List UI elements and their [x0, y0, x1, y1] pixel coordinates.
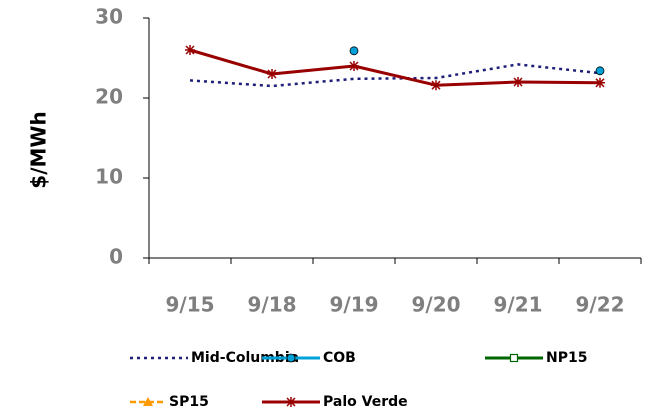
x-tick-label: 9/19	[329, 293, 378, 317]
marker	[595, 66, 605, 76]
x-tick-label: 9/22	[575, 293, 624, 317]
marker	[509, 353, 519, 363]
legend-label: NP15	[546, 350, 587, 366]
marker-shape	[185, 45, 195, 55]
marker	[595, 77, 605, 88]
x-tick-label: 9/18	[247, 293, 296, 317]
y-axis-label: $/MWh	[27, 111, 51, 188]
marker-shape	[286, 397, 296, 407]
marker	[286, 397, 296, 407]
marker-shape	[513, 77, 523, 87]
y-tick-label: 30	[95, 5, 123, 29]
y-tick-label: 10	[95, 165, 123, 189]
marker	[431, 80, 441, 91]
y-tick-label: 0	[109, 245, 123, 269]
marker	[267, 69, 277, 79]
marker	[143, 397, 153, 406]
marker	[185, 45, 195, 55]
marker-shape	[595, 77, 605, 88]
marker-shape	[595, 66, 605, 76]
series-line	[189, 63, 601, 88]
x-tick-label: 9/15	[165, 293, 214, 317]
marker-shape	[286, 353, 296, 363]
marker-shape	[431, 80, 441, 91]
marker-shape	[143, 397, 153, 406]
marker-shape	[349, 61, 359, 71]
legend-label: Palo Verde	[323, 394, 408, 410]
marker-shape	[509, 353, 519, 363]
x-tick-label: 9/20	[411, 293, 460, 317]
legend-label: COB	[323, 350, 356, 366]
legend-label: SP15	[169, 394, 209, 410]
y-tick-label: 20	[95, 85, 123, 109]
marker	[286, 353, 296, 363]
marker-shape	[349, 46, 359, 56]
marker	[513, 77, 523, 87]
legend-label: Mid-Columbia	[191, 350, 299, 366]
marker-shape	[267, 69, 277, 79]
x-tick-label: 9/21	[493, 293, 542, 317]
marker	[349, 61, 359, 71]
marker	[349, 46, 359, 56]
series-line	[189, 48, 601, 87]
